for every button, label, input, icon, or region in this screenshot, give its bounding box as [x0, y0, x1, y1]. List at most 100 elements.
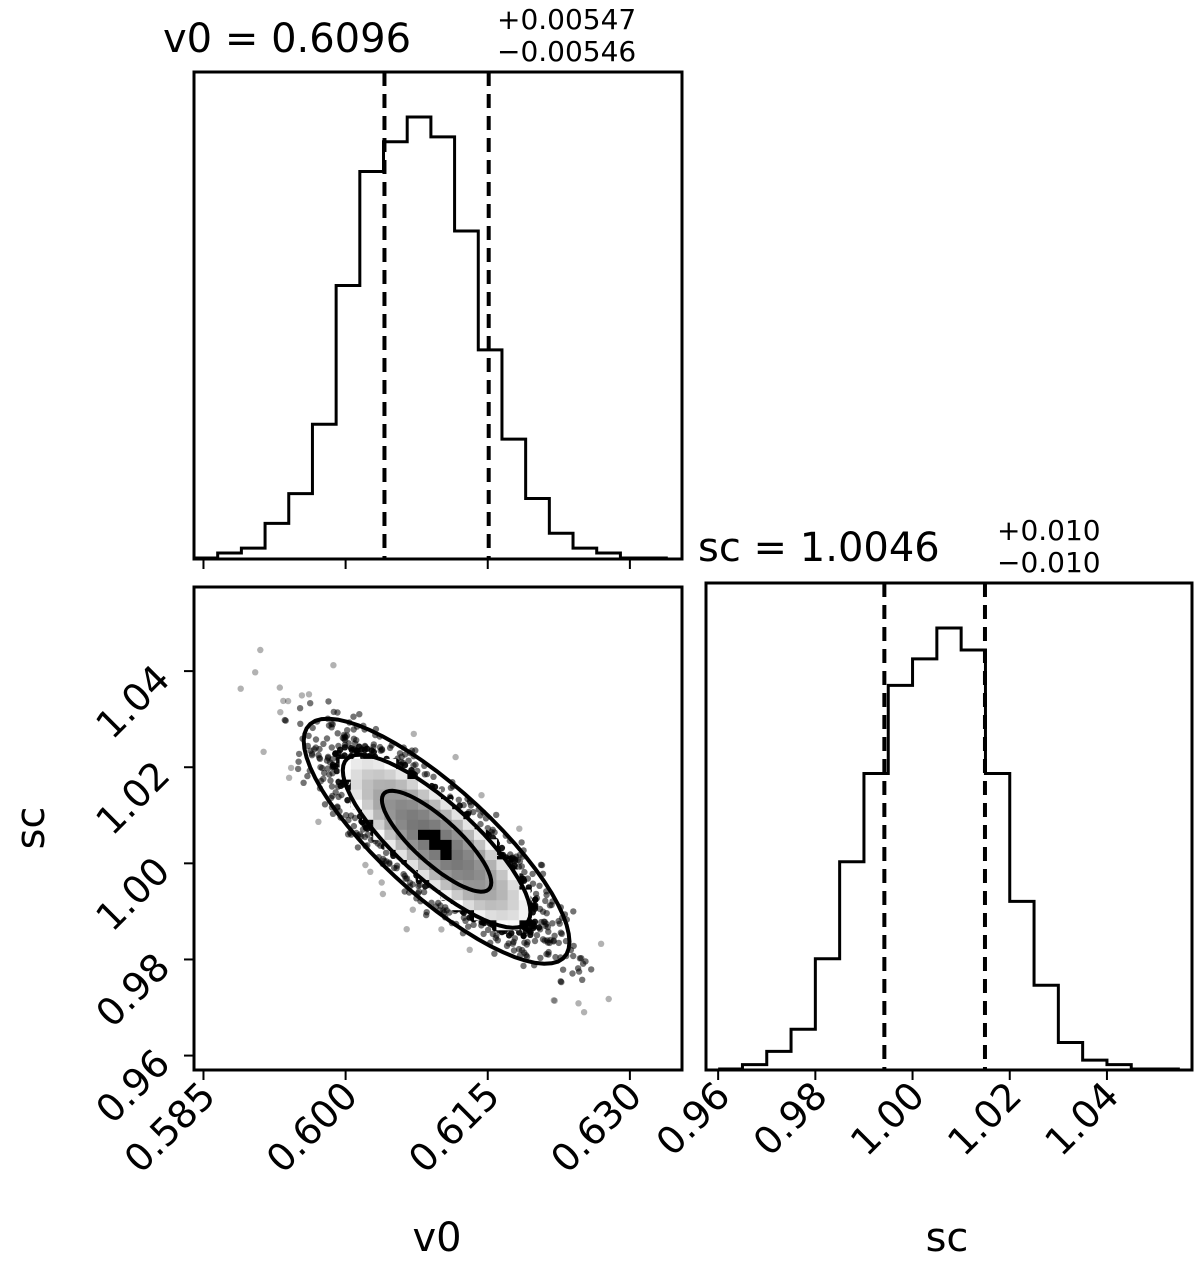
joint-density-cell: [485, 849, 497, 860]
joint-sample-point: [446, 793, 454, 800]
joint-sample-point: [498, 844, 506, 852]
joint-density-cell: [373, 819, 385, 830]
joint-sample-point: [480, 930, 487, 938]
joint-sample-point: [307, 747, 314, 754]
joint-density-cell: [451, 849, 464, 860]
joint-sample-point: [531, 937, 539, 945]
joint-density-cell: [496, 909, 509, 921]
joint-sample-point: [423, 911, 430, 919]
joint-ytick-label-2: 1.00: [87, 849, 178, 940]
joint-sample-point: [543, 950, 550, 958]
joint-sample-point: [559, 966, 567, 973]
joint-frame: [192, 585, 684, 1072]
joint-sample-point: [382, 849, 390, 856]
joint-density-cell: [373, 758, 385, 770]
joint-sample-point: [491, 950, 498, 957]
joint-sample-point: [533, 932, 541, 939]
joint-density-cell: [429, 879, 441, 891]
joint-sample-point: [277, 709, 284, 716]
joint-sample-point: [550, 997, 557, 1004]
joint-sample-point: [333, 767, 340, 775]
joint-sample-point: [516, 825, 523, 832]
joint-sample-point: [362, 861, 369, 869]
joint-density-cell: [451, 859, 464, 870]
joint-sample-point: [412, 761, 419, 768]
joint-density-cell: [384, 809, 397, 820]
joint-sample-point: [324, 765, 331, 772]
joint-sample-point: [356, 711, 363, 718]
joint-sample-point: [488, 828, 495, 836]
joint-sample-point: [398, 753, 405, 760]
joint-sample-point: [492, 934, 499, 942]
joint-x-axis-label: v0: [412, 1215, 461, 1261]
joint-density-cell: [440, 889, 453, 901]
joint-density-cell: [384, 789, 397, 800]
joint-sample-point: [415, 888, 423, 895]
joint-density-cell: [507, 919, 520, 931]
v0-title-value: v0 = 0.6096: [163, 16, 411, 62]
joint-sample-point: [377, 747, 384, 754]
joint-sample-point: [386, 744, 394, 752]
joint-xtick-label-2: 0.615: [400, 1073, 508, 1181]
joint-density-cell: [406, 779, 419, 790]
joint-sample-point: [558, 930, 565, 937]
joint-sample-point: [549, 920, 556, 927]
joint-density-cell: [395, 839, 408, 850]
joint-density-cell: [350, 769, 363, 780]
joint-sample-point: [515, 945, 523, 953]
joint-density-cell: [496, 899, 509, 911]
joint-sample-point: [478, 792, 485, 799]
sc-xtick-label-0: 0.96: [648, 1073, 739, 1164]
joint-sample-point: [543, 910, 550, 917]
joint-density-cell: [496, 889, 509, 901]
joint-density-cell: [440, 879, 453, 891]
joint-density-cell: [451, 809, 464, 820]
joint-sample-point: [570, 908, 577, 915]
joint-density-cell: [395, 819, 408, 830]
joint-density-cell: [362, 789, 374, 800]
joint-sample-point: [588, 966, 595, 973]
joint-sample-point: [423, 770, 431, 778]
sc-xtick-label-3: 1.02: [939, 1073, 1030, 1164]
joint-sample-point: [370, 741, 377, 748]
joint-sample-point: [576, 955, 584, 962]
joint-sample-point: [350, 822, 358, 830]
joint-density-cell: [485, 889, 497, 901]
joint-sample-point: [575, 968, 583, 975]
joint-sample-point: [378, 879, 385, 886]
joint-density-cell: [440, 859, 453, 870]
joint-sample-point: [470, 808, 477, 816]
joint-sample-point: [524, 938, 531, 946]
joint-sample-point: [542, 897, 549, 905]
joint-density-cell: [485, 899, 497, 911]
joint-density-cell: [418, 819, 430, 830]
joint-sample-point: [295, 758, 302, 765]
joint-sample-point: [438, 926, 445, 933]
joint-sample-point: [325, 698, 332, 705]
joint-sample-point: [406, 879, 414, 886]
joint-density-cell: [418, 809, 430, 820]
joint-density-cell: [362, 758, 374, 770]
joint-sample-point: [605, 995, 612, 1003]
joint-sample-point: [309, 724, 316, 732]
joint-density-cell: [462, 819, 475, 830]
joint-sample-point: [354, 844, 362, 851]
joint-sample-point: [510, 947, 518, 954]
joint-density-cell: [406, 809, 419, 820]
joint-xtick-label-3: 0.630: [542, 1073, 650, 1181]
joint-sample-point: [505, 940, 512, 947]
joint-density-cell: [362, 799, 374, 810]
joint-density-cell: [429, 839, 441, 850]
joint-sample-point: [514, 856, 522, 864]
joint-ytick-label-3: 1.02: [87, 752, 178, 843]
joint-sample-point: [315, 818, 322, 825]
joint-sample-point: [401, 888, 408, 895]
joint-density-cell: [406, 789, 419, 800]
joint-sample-point: [462, 917, 469, 924]
joint-density-cell: [507, 899, 520, 911]
joint-density-cell: [518, 899, 531, 911]
joint-sample-point: [237, 685, 244, 692]
joint-sample-point: [420, 888, 428, 896]
joint-sample-point: [520, 932, 527, 940]
v0-histogram-frame: [192, 70, 684, 561]
